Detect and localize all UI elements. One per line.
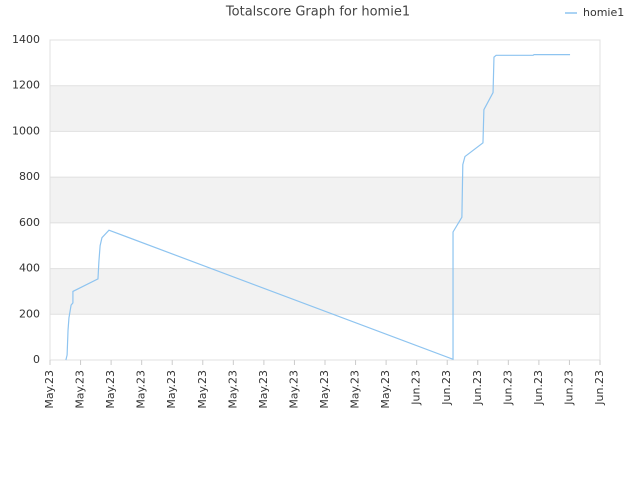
- x-tick-label: Jun.23: [593, 370, 606, 406]
- x-tick-label: May.23: [318, 370, 331, 409]
- y-tick-label: 0: [33, 353, 40, 366]
- x-tick-label: May.23: [287, 370, 300, 409]
- x-tick-label: May.23: [379, 370, 392, 409]
- x-tick-label: Jun.23: [440, 370, 453, 406]
- grid-band: [50, 177, 600, 223]
- y-tick-label: 1200: [12, 79, 40, 92]
- x-tick-label: May.23: [165, 370, 178, 409]
- x-tick-label: Jun.23: [532, 370, 545, 406]
- x-tick-label: May.23: [257, 370, 270, 409]
- y-tick-label: 400: [19, 262, 40, 275]
- grid-band: [50, 85, 600, 132]
- x-tick-label: May.23: [135, 370, 148, 409]
- x-tick-label: May.23: [196, 370, 209, 409]
- y-tick-label: 200: [19, 307, 40, 320]
- x-tick-label: Jun.23: [471, 370, 484, 406]
- y-tick-label: 1000: [12, 124, 40, 137]
- line-series: [65, 54, 571, 361]
- y-tick-label: 800: [19, 170, 40, 183]
- x-tick-label: Jun.23: [410, 370, 423, 406]
- grid-band: [50, 268, 600, 315]
- x-tick-label: Jun.23: [562, 370, 575, 406]
- y-tick-label: 600: [19, 216, 40, 229]
- x-tick-label: May.23: [226, 370, 239, 409]
- x-tick-label: May.23: [349, 370, 362, 409]
- chart-title: Totalscore Graph for homie1: [225, 5, 410, 20]
- x-tick-label: Jun.23: [501, 370, 514, 406]
- y-tick-label: 1400: [12, 33, 40, 46]
- x-tick-label: May.23: [104, 370, 117, 409]
- x-tick-label: May.23: [43, 370, 56, 409]
- legend-label: homie1: [583, 6, 624, 19]
- x-tick-label: May.23: [74, 370, 87, 409]
